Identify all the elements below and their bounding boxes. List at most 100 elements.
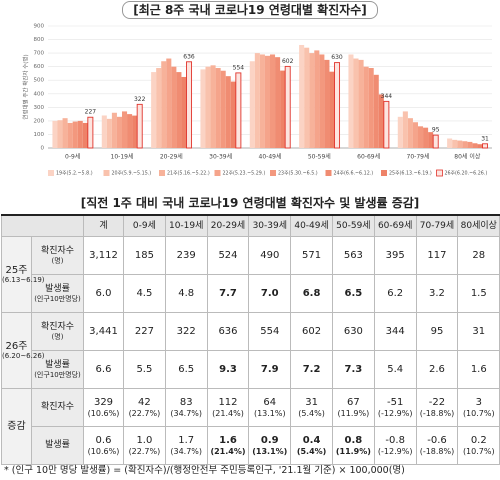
bold-value: 0.8 (11.9%): [333, 435, 374, 456]
cell-value: 329: [93, 397, 114, 409]
table-cell: 117: [415, 236, 459, 275]
row-name: 발생률: [45, 440, 70, 451]
legend-swatch: [436, 169, 443, 177]
header-cell: 10-19세: [164, 214, 208, 237]
value-label: 602: [282, 58, 294, 65]
table-cell: 6.2: [373, 274, 417, 313]
table-cell: 563: [331, 236, 375, 275]
table-cell: 7.2: [290, 350, 333, 389]
bar: [358, 59, 364, 149]
cell-percent: (34.7%): [170, 408, 203, 418]
cell-value: 3,112: [89, 249, 118, 261]
cell-value: 490: [260, 249, 280, 261]
bar: [280, 70, 286, 148]
bar: [428, 132, 434, 148]
header-blank: [1, 214, 84, 237]
bar: [368, 68, 374, 148]
header-cell: 80세이상: [457, 214, 500, 237]
bold-value: 7.3: [345, 364, 363, 375]
cell-value: 95: [430, 325, 444, 337]
table-cell: -0.8 (-12.9%): [373, 426, 417, 465]
legend-label: 24주(6.6.~6.12.): [334, 171, 374, 177]
bar: [225, 76, 231, 148]
x-tick-label: 50-59세: [308, 153, 331, 161]
cell-value: 1.5: [470, 287, 487, 299]
y-tick-label: 200: [34, 118, 45, 124]
cell-value: 0.4: [302, 435, 321, 447]
table-cell: 490: [248, 236, 292, 275]
cell-value: 3,441: [89, 325, 118, 337]
cell-value: 6.8: [302, 287, 321, 299]
bar: [230, 81, 236, 148]
y-tick-label: 400: [34, 91, 45, 97]
legend-swatch: [270, 170, 276, 176]
row-label: 발생률 (인구10만명당): [31, 274, 84, 313]
legend-label: 21주(5.16.~5.22.): [167, 171, 210, 177]
x-tick-label: 60-69세: [357, 153, 380, 161]
row-unit: (명): [51, 332, 64, 341]
cell-percent: (-12.9%): [377, 446, 413, 456]
cell-value: 185: [134, 249, 154, 261]
bar: [205, 66, 211, 148]
table-cell: 64 (13.1%): [248, 388, 292, 427]
cell-percent: (10.7%): [462, 408, 495, 418]
bar: [397, 116, 403, 148]
cell-value: 6.5: [178, 363, 195, 375]
bar: [383, 100, 390, 149]
table-cell: 4.5: [123, 274, 166, 313]
cell-value: -0.8: [385, 435, 405, 447]
table-cell: 227: [123, 312, 166, 351]
row-unit: (인구10만명당): [34, 294, 81, 303]
table-cell: 1.6 (21.4%): [206, 426, 250, 465]
x-tick-label: 20-29세: [160, 153, 183, 161]
bar: [132, 115, 138, 148]
cell-value: 239: [176, 249, 196, 261]
bar: [77, 120, 83, 148]
table-cell: 112 (21.4%): [206, 388, 250, 427]
value-label: 630: [331, 54, 343, 61]
legend-label: 23주(5.30.~6.5.): [278, 171, 318, 177]
value-label: 554: [233, 64, 245, 71]
bar: [220, 70, 226, 148]
cell-percent: (5.4%): [296, 446, 327, 456]
table-cell: 4.8: [164, 274, 208, 313]
table-cell: 7.0: [248, 274, 292, 313]
cell-percent: (10.6%): [87, 446, 120, 456]
bar: [171, 66, 177, 148]
bar: [254, 53, 260, 148]
cell-value: 395: [385, 249, 405, 261]
bold-value: 7.0: [261, 288, 279, 299]
group-label: 증감: [1, 388, 32, 465]
bar: [447, 138, 453, 148]
table-cell: 395: [373, 236, 417, 275]
table-cell: 6.8: [290, 274, 333, 313]
table-cell: 3 (10.7%): [457, 388, 500, 427]
header-cell: 20-29세: [206, 214, 250, 237]
row-label: 확진자수 (명): [31, 312, 84, 351]
table-cell: 42 (22.7%): [123, 388, 166, 427]
bar: [122, 111, 128, 148]
table-row: 발생률 (인구10만명당) 6.6 5.5 6.5 9.3 7.9 7.2 7.3 5.4 2.6 1…: [2, 350, 500, 389]
legend-swatch: [214, 170, 221, 176]
row-name: 확진자수: [40, 402, 75, 413]
bold-value: 7.9: [261, 364, 279, 375]
table-cell: 0.8 (11.9%): [331, 426, 375, 465]
legend-label: 20주(5.9.~5.15.): [112, 171, 152, 177]
cell-value: 7.0: [260, 287, 279, 299]
bold-value: 9.3: [219, 364, 237, 375]
cell-value: -22: [428, 397, 446, 409]
x-tick-label: 70-79세: [407, 153, 430, 161]
cell-value: 6.5: [344, 287, 363, 299]
table-cell: 524: [206, 236, 250, 275]
group-label: 25주 (6.13~6.19): [1, 236, 45, 313]
bar: [452, 139, 458, 148]
bar: [324, 59, 330, 149]
cell-percent: (10.6%): [87, 408, 120, 418]
row-label: 확진자수: [31, 388, 84, 427]
chart: 0 100 200 300 400 500 600 700 800 900 연령대별 주간 확진자 …: [22, 24, 492, 177]
cell-percent: (34.7%): [170, 446, 203, 456]
table-cell: 185: [123, 236, 166, 275]
bar: [156, 68, 162, 148]
group-name: 26주: [5, 340, 28, 352]
bar: [151, 72, 157, 148]
